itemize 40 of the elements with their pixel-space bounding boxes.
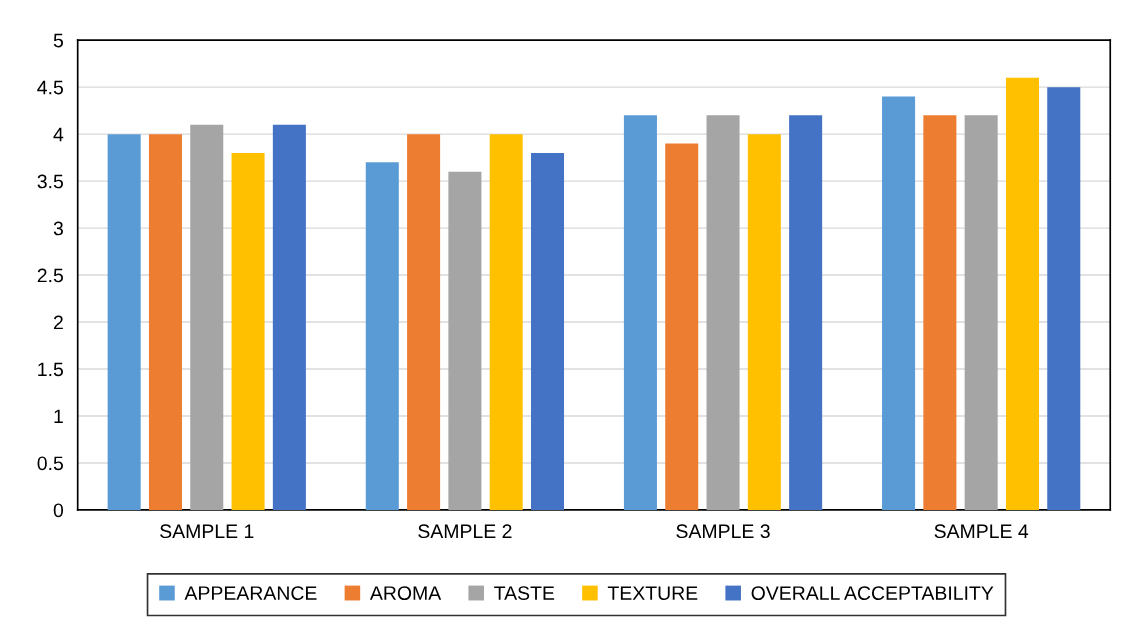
legend-label: OVERALL ACCEPTABILITY <box>751 586 994 600</box>
y-tick-label: 3.5 <box>37 174 63 189</box>
bar <box>789 115 823 510</box>
bar <box>489 134 523 510</box>
y-tick-label: 4.5 <box>37 80 63 95</box>
bar <box>923 115 957 510</box>
legend-label: TASTE <box>494 586 555 600</box>
bar <box>272 124 306 510</box>
x-tick-label: SAMPLE 3 <box>676 524 770 539</box>
bar <box>148 134 182 510</box>
bar <box>1005 77 1039 510</box>
legend-label: AROMA <box>369 586 442 600</box>
bar <box>365 162 399 510</box>
bar <box>665 143 699 510</box>
y-tick-label: 1 <box>54 409 63 424</box>
bar <box>107 134 141 510</box>
bar <box>448 171 482 510</box>
bar <box>706 115 740 510</box>
bar <box>190 124 224 510</box>
bar <box>231 152 265 510</box>
y-tick-label: 2.5 <box>37 268 63 283</box>
bar <box>1047 87 1081 510</box>
y-tick-label: 4 <box>53 127 64 142</box>
bar <box>623 115 657 510</box>
y-tick-label: 1.5 <box>38 362 63 377</box>
y-tick-label: 3 <box>53 221 63 236</box>
legend-label: TEXTURE <box>607 586 698 600</box>
bar <box>882 96 916 510</box>
y-tick-label: 5 <box>53 33 63 48</box>
bar <box>747 134 781 510</box>
x-tick-label: SAMPLE 4 <box>934 524 1029 539</box>
bar <box>964 115 998 510</box>
legend-label: APPEARANCE <box>184 586 317 600</box>
y-tick-label: 0 <box>53 503 64 518</box>
x-tick-label: SAMPLE 2 <box>418 524 512 539</box>
bar <box>530 152 565 510</box>
x-tick-label: SAMPLE 1 <box>160 524 254 539</box>
y-tick-label: 2 <box>53 315 63 330</box>
bar <box>407 134 441 510</box>
y-tick-label: 0.5 <box>37 456 63 471</box>
